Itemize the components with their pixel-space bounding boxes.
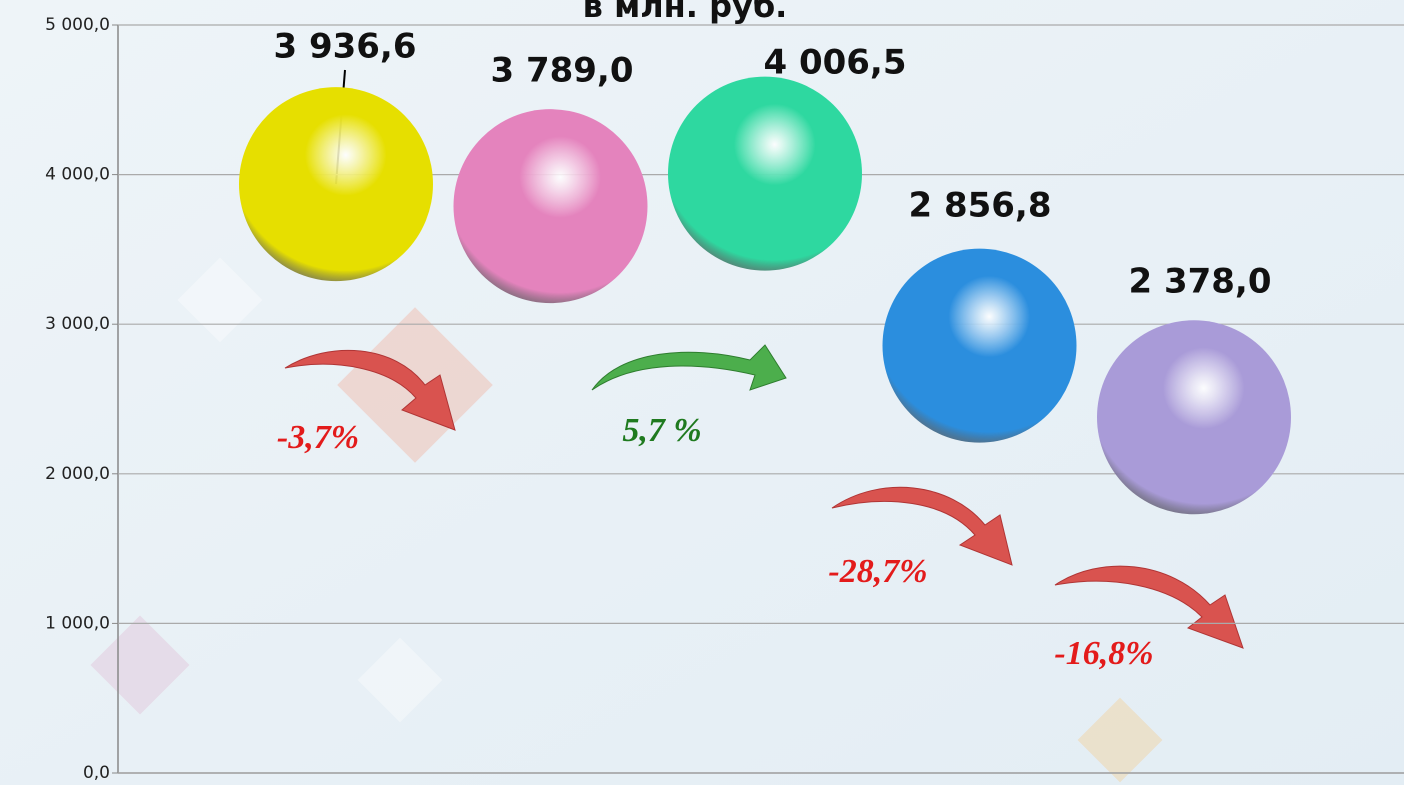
y-tick-label: 0,0 (83, 763, 110, 783)
value-label: 4 006,5 (763, 43, 906, 83)
y-tick-label: 1 000,0 (45, 613, 110, 633)
y-tick-label: 4 000,0 (45, 165, 110, 185)
change-annotation: 5,7 % (622, 412, 701, 449)
y-tick-label: 3 000,0 (45, 314, 110, 334)
sphere (453, 109, 648, 304)
y-tick-label: 5 000,0 (45, 15, 110, 35)
value-label: 3 936,6 (273, 27, 416, 67)
chart-title: в млн. руб. (583, 0, 788, 25)
arrow-down (284, 349, 1244, 649)
sphere (239, 87, 433, 282)
value-label: 2 378,0 (1128, 262, 1271, 302)
change-annotation: -16,8% (1054, 635, 1153, 672)
value-label: 2 856,8 (908, 186, 1051, 226)
value-label: 3 789,0 (490, 51, 633, 91)
y-tick-label: 2 000,0 (45, 464, 110, 484)
change-annotation: -28,7% (828, 553, 927, 590)
arrow-up (591, 344, 787, 391)
sphere (1097, 320, 1291, 515)
sphere (668, 76, 862, 271)
sphere (882, 248, 1077, 443)
change-annotation: -3,7% (277, 419, 359, 456)
